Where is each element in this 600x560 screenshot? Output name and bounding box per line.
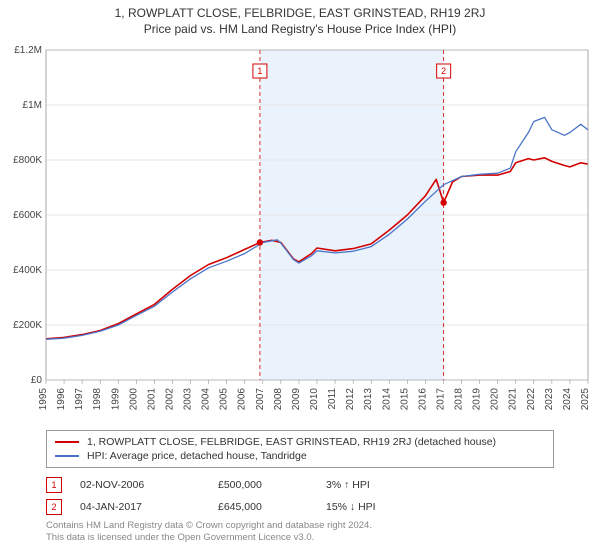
x-tick-label: 2014 — [381, 388, 392, 411]
x-tick-label: 2013 — [363, 388, 374, 411]
chart-subtitle: Price paid vs. HM Land Registry's House … — [0, 20, 600, 36]
y-tick-label: £200K — [13, 320, 42, 331]
transaction-price: £500,000 — [218, 479, 308, 491]
x-tick-label: 2019 — [472, 388, 483, 411]
x-tick-label: 2002 — [164, 388, 175, 411]
x-tick-label: 2007 — [255, 388, 266, 411]
chart-title: 1, ROWPLATT CLOSE, FELBRIDGE, EAST GRINS… — [0, 0, 600, 20]
x-tick-label: 2024 — [562, 388, 573, 411]
x-tick-label: 1997 — [74, 388, 85, 411]
x-tick-label: 2006 — [237, 388, 248, 411]
transaction-marker: 2 — [46, 499, 62, 515]
x-tick-label: 2015 — [399, 388, 410, 411]
x-tick-label: 1999 — [110, 388, 121, 411]
transaction-marker: 1 — [46, 477, 62, 493]
x-tick-label: 1998 — [92, 388, 103, 411]
x-tick-label: 2004 — [201, 388, 212, 411]
x-tick-label: 2001 — [146, 388, 157, 411]
x-tick-label: 2018 — [454, 388, 465, 411]
x-tick-label: 2025 — [580, 388, 591, 411]
marker-flag-label: 2 — [441, 66, 446, 76]
x-tick-label: 2022 — [526, 388, 537, 411]
line-chart: £0 £200K £400K £600K £800K £1M £1.2M 1995 1996 19… — [0, 42, 600, 422]
y-tick-label: £1M — [23, 100, 42, 111]
legend: 1, ROWPLATT CLOSE, FELBRIDGE, EAST GRINS… — [46, 430, 554, 468]
x-tick-label: 2000 — [128, 388, 139, 411]
y-tick-label: £600K — [13, 210, 42, 221]
y-tick-label: £400K — [13, 265, 42, 276]
footer-attribution: Contains HM Land Registry data © Crown c… — [46, 520, 554, 545]
x-tick-label: 2005 — [219, 388, 230, 411]
legend-item: 1, ROWPLATT CLOSE, FELBRIDGE, EAST GRINS… — [55, 435, 545, 449]
x-tick-label: 2012 — [345, 388, 356, 411]
transaction-delta: 3% ↑ HPI — [326, 479, 446, 491]
transaction-date: 02-NOV-2006 — [80, 479, 200, 491]
legend-label: 1, ROWPLATT CLOSE, FELBRIDGE, EAST GRINS… — [87, 436, 496, 448]
x-tick-label: 2009 — [291, 388, 302, 411]
legend-label: HPI: Average price, detached house, Tand… — [87, 450, 307, 462]
transaction-row: 1 02-NOV-2006 £500,000 3% ↑ HPI — [46, 474, 554, 496]
x-tick-label: 2008 — [273, 388, 284, 411]
x-tick-label: 2017 — [435, 388, 446, 411]
y-tick-label: £0 — [31, 375, 43, 386]
y-tick-label: £800K — [13, 155, 42, 166]
legend-item: HPI: Average price, detached house, Tand… — [55, 449, 545, 463]
transaction-delta: 15% ↓ HPI — [326, 501, 446, 513]
legend-swatch — [55, 441, 79, 443]
x-tick-label: 2010 — [309, 388, 320, 411]
transaction-row: 2 04-JAN-2017 £645,000 15% ↓ HPI — [46, 496, 554, 518]
chart-area: £0 £200K £400K £600K £800K £1M £1.2M 1995 1996 19… — [0, 42, 600, 422]
x-tick-label: 2020 — [490, 388, 501, 411]
transaction-date: 04-JAN-2017 — [80, 501, 200, 513]
x-tick-label: 2016 — [417, 388, 428, 411]
footer-line-1: Contains HM Land Registry data © Crown c… — [46, 520, 554, 532]
transactions-table: 1 02-NOV-2006 £500,000 3% ↑ HPI 2 04-JAN-2017… — [46, 474, 554, 518]
x-tick-label: 1995 — [38, 388, 49, 411]
x-tick-label: 2023 — [544, 388, 555, 411]
x-tick-label: 2003 — [183, 388, 194, 411]
y-tick-label: £1.2M — [14, 45, 42, 56]
transaction-price: £645,000 — [218, 501, 308, 513]
x-tick-label: 1996 — [56, 388, 67, 411]
x-tick-label: 2021 — [508, 388, 519, 411]
legend-swatch — [55, 455, 79, 457]
marker-flag-label: 1 — [257, 66, 262, 76]
footer-line-2: This data is licensed under the Open Gov… — [46, 532, 554, 544]
x-tick-label: 2011 — [327, 388, 338, 410]
